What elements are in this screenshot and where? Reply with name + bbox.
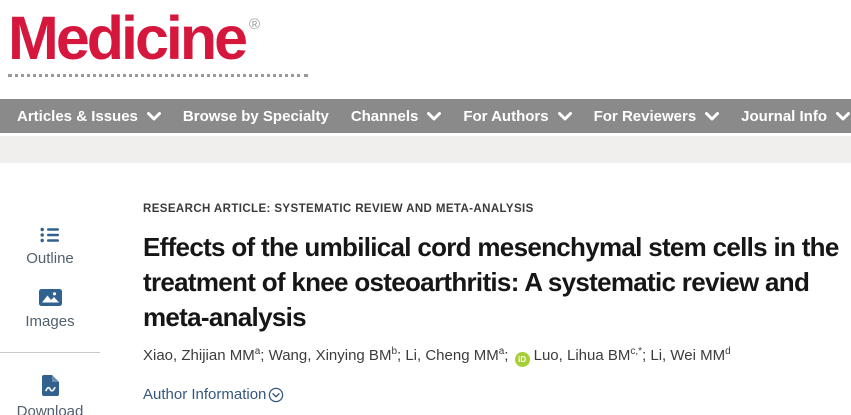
masthead: Medicine ®	[0, 0, 851, 99]
nav-item-channels[interactable]: Channels	[340, 99, 453, 133]
author-information-toggle[interactable]: Author Information	[143, 386, 284, 403]
article-header: RESEARCH ARTICLE: SYSTEMATIC REVIEW AND …	[143, 203, 851, 415]
author-affiliation-sup: d	[725, 346, 731, 357]
sidebar-item-download-pdf[interactable]: Download	[0, 375, 100, 415]
sidebar-divider	[0, 352, 100, 353]
author: Li, Wei MM	[650, 347, 726, 364]
pdf-icon	[41, 375, 59, 396]
main-navbar: Articles & Issues Browse by Specialty Ch…	[0, 99, 851, 133]
journal-logo-text: Medicine	[8, 4, 248, 72]
sidebar-item-label: Download	[16, 403, 84, 415]
nav-item-for-authors[interactable]: For Authors	[452, 99, 582, 133]
registered-trademark: ®	[249, 16, 261, 33]
orcid-icon[interactable]: iD	[514, 352, 530, 367]
nav-item-journal-info[interactable]: Journal Info	[730, 99, 851, 133]
author-affiliation-sup: b	[391, 346, 397, 357]
chevron-down-circle-icon	[268, 387, 284, 403]
nav-item-browse-by-specialty[interactable]: Browse by Specialty	[182, 107, 329, 125]
list-icon	[40, 227, 60, 243]
chevron-down-icon	[557, 111, 572, 121]
subnav-band	[0, 136, 851, 163]
chevron-down-icon	[836, 111, 850, 121]
nav-item-articles-issues[interactable]: Articles & Issues	[6, 99, 172, 133]
content: Outline Images	[0, 163, 851, 415]
author-affiliation-sup: a	[254, 346, 261, 357]
sidebar-item-outline[interactable]: Outline	[0, 227, 100, 267]
author-affiliation-sup: c,*	[630, 346, 643, 357]
article-title: Effects of the umbilical cord mesenchyma…	[143, 232, 839, 332]
sidebar-item-images[interactable]: Images	[0, 289, 100, 330]
nav-item-for-reviewers[interactable]: For Reviewers	[583, 99, 731, 133]
chevron-down-icon	[705, 111, 720, 121]
journal-logo[interactable]: Medicine ®	[8, 5, 308, 77]
author: Wang, Xinying BM	[268, 347, 392, 364]
sidebar-item-label: Outline	[26, 250, 74, 267]
chevron-down-icon	[146, 111, 161, 121]
author: Luo, Lihua BM	[533, 347, 631, 364]
author-affiliation-sup: a	[498, 346, 505, 357]
logo-dotted-rule	[8, 74, 308, 77]
image-icon	[38, 289, 62, 306]
author-information-label: Author Information	[143, 386, 267, 403]
sidebar-item-label: Images	[25, 313, 75, 330]
article-category: RESEARCH ARTICLE: SYSTEMATIC REVIEW AND …	[143, 203, 534, 215]
chevron-down-icon	[427, 111, 442, 121]
author: Li, Cheng MM	[405, 347, 499, 364]
authors-line: Xiao, Zhijian MMa; Wang, Xinying BMb; Li…	[143, 346, 845, 367]
author: Xiao, Zhijian MM	[143, 347, 255, 364]
article-tools-sidebar: Outline Images	[0, 203, 143, 415]
